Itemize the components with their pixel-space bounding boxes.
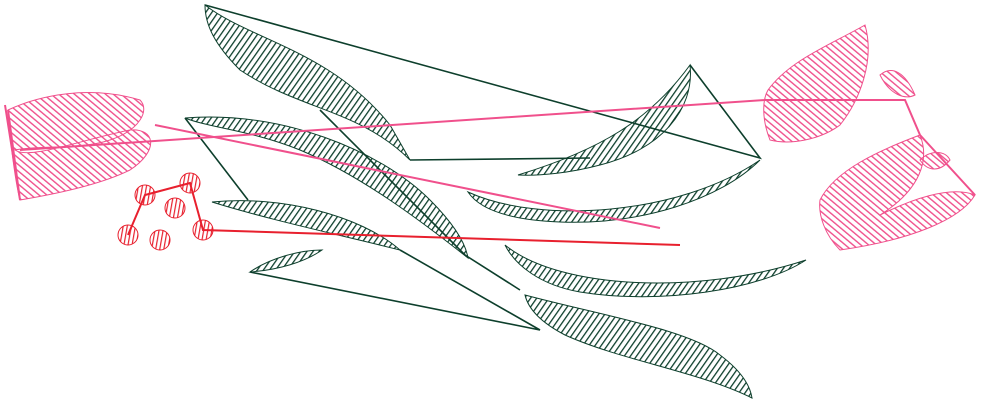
leaf (184, 116, 469, 260)
red-berries (117, 172, 681, 251)
pink-stitch-line (19, 99, 976, 196)
travel-line (409, 157, 591, 161)
pink-stitch-line (154, 124, 661, 229)
pink-flower-right-small (879, 70, 916, 98)
leaf (204, 3, 411, 161)
leaf (524, 294, 753, 399)
leaf (211, 200, 401, 251)
berry (164, 197, 186, 219)
travel-line (204, 4, 763, 160)
leaves (184, 3, 807, 399)
leaf (248, 249, 324, 273)
pink-flower-right-tip (919, 152, 951, 170)
red-stitch-line (127, 181, 681, 246)
pink-flower-right-top (763, 24, 869, 143)
berry (149, 229, 171, 251)
pink-flower-right-bottom (819, 134, 976, 251)
travel-line (249, 249, 541, 331)
travel-line (184, 117, 249, 201)
leaf (504, 244, 807, 298)
pink-outline (4, 104, 21, 201)
pink-flowers (4, 24, 976, 251)
leaf (466, 159, 761, 223)
